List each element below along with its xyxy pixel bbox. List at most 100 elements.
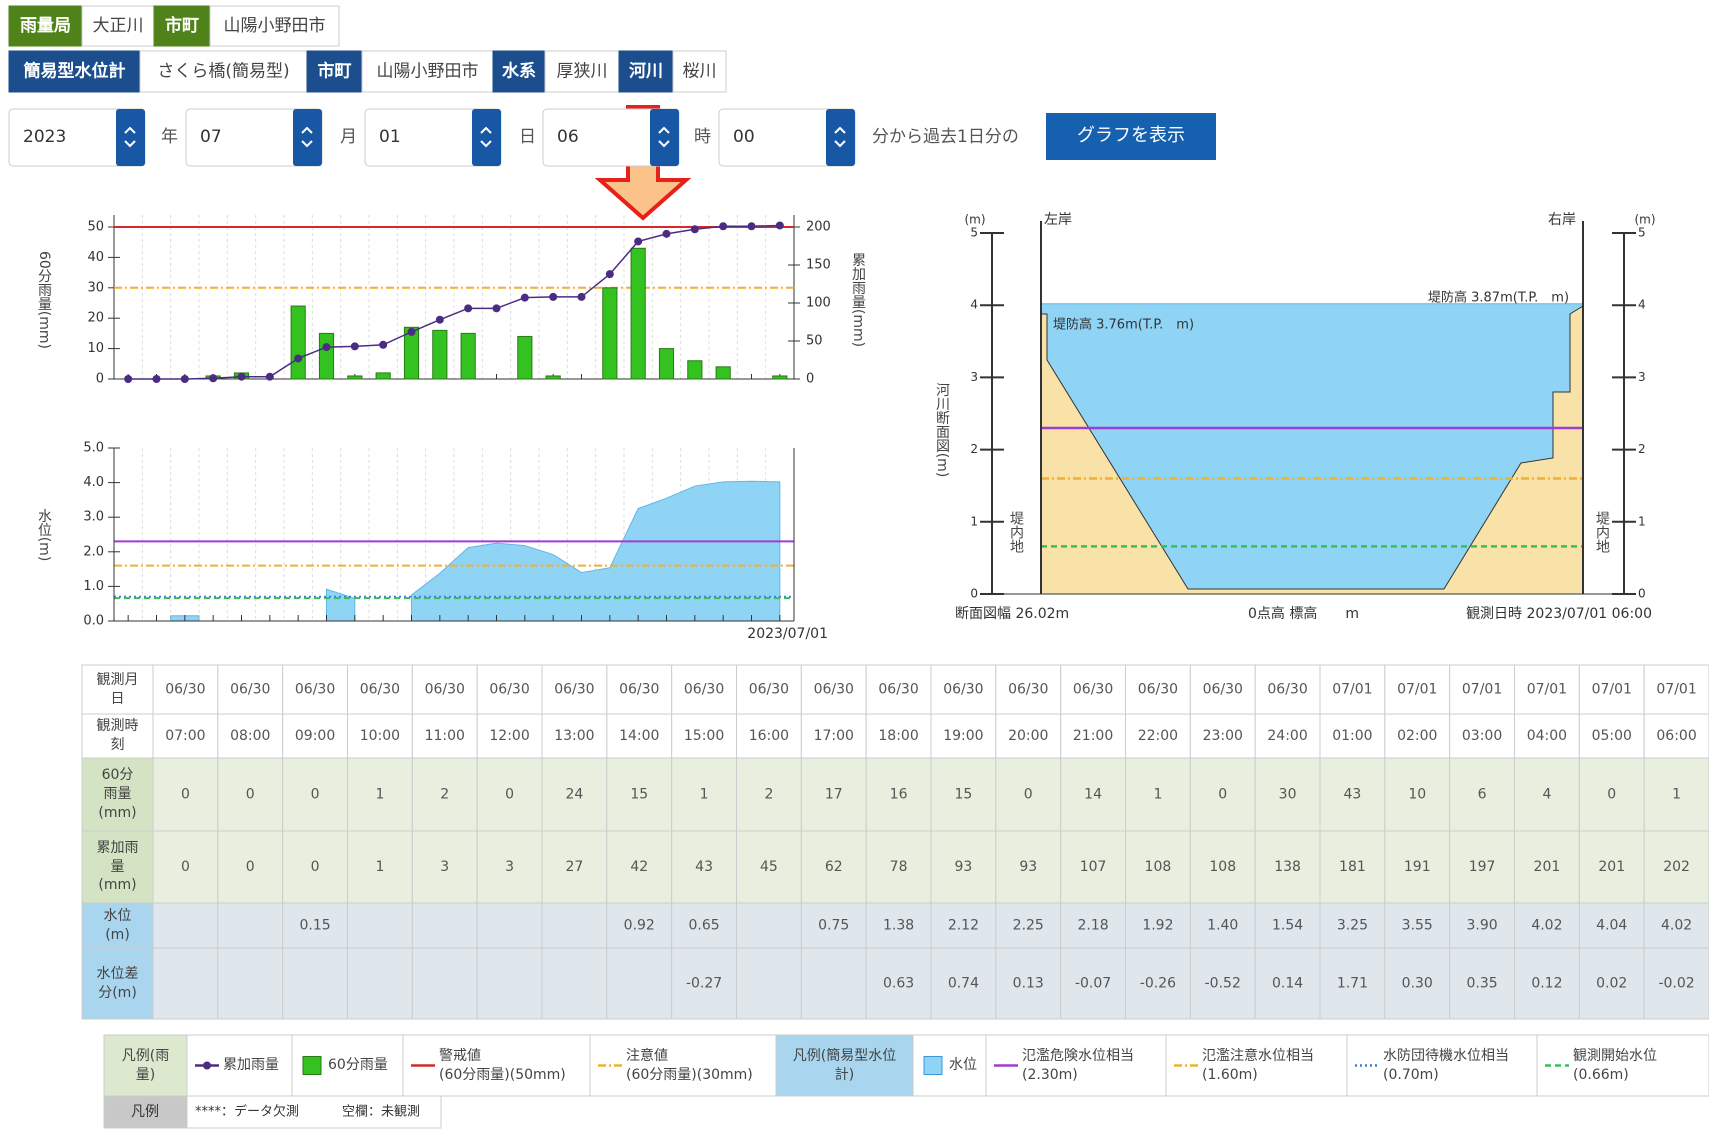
cell-text: 07/01	[1656, 682, 1696, 698]
cell	[800, 947, 867, 1020]
cell-text: 06/30	[295, 682, 335, 698]
cell	[1578, 902, 1645, 949]
tab[interactable]	[81, 5, 155, 47]
cell	[736, 902, 802, 949]
y-tick-label: 50	[87, 220, 104, 235]
cell	[347, 947, 413, 1020]
cell	[1060, 830, 1126, 904]
chevron	[834, 126, 846, 148]
cell	[347, 757, 413, 832]
legend-cell	[775, 1034, 914, 1097]
cell	[606, 947, 673, 1020]
legend-label: 水防団待機水位相当	[1383, 1047, 1509, 1064]
tab[interactable]	[544, 50, 620, 93]
legend-note-title: 凡例	[131, 1104, 159, 1120]
cell	[1189, 713, 1256, 759]
cell	[1060, 902, 1126, 949]
cell	[1319, 947, 1386, 1020]
left-bank: 左岸	[1044, 212, 1072, 228]
cell	[1060, 713, 1126, 759]
cell-text: 15	[630, 787, 648, 803]
unit-label-right: (m)	[1634, 213, 1655, 227]
cell	[671, 757, 738, 832]
select-value: 01	[379, 127, 401, 147]
cell	[1189, 757, 1256, 832]
cell	[1578, 830, 1645, 904]
axis-label: 60分雨量(mm)	[36, 251, 52, 349]
cell-text: 0.74	[948, 976, 979, 992]
cell	[476, 830, 543, 904]
marker	[549, 292, 558, 301]
cell-text: 1	[1672, 787, 1681, 803]
cell-text: 1	[375, 859, 384, 875]
cell	[1449, 830, 1515, 904]
cell	[1384, 713, 1451, 759]
y-tick-label: 2	[970, 442, 978, 456]
axis-label: 堤内地	[1008, 511, 1024, 553]
row-header: 観測時刻	[82, 714, 153, 758]
cell	[1578, 947, 1645, 1020]
cell	[995, 947, 1062, 1020]
cell-text: 11:00	[425, 728, 465, 744]
y2-tick-label: 100	[806, 296, 831, 311]
y-tick-label: 1.0	[83, 579, 104, 594]
cell	[606, 830, 673, 904]
select-handle	[116, 109, 145, 166]
legend-text: 氾濫注意水位相当 (1.60m)	[1202, 1035, 1345, 1096]
marker	[634, 237, 643, 246]
y-tick-label: 0.0	[83, 614, 104, 629]
cell	[800, 902, 867, 949]
tab[interactable]	[361, 50, 494, 93]
tab[interactable]	[672, 50, 727, 93]
y-tick-label: 0	[96, 372, 104, 387]
header-cell	[81, 830, 154, 904]
tab[interactable]	[492, 50, 546, 93]
cell-text: 2.18	[1077, 918, 1108, 934]
marker	[350, 342, 359, 351]
cell	[865, 902, 932, 949]
cell	[1189, 664, 1256, 715]
marker	[520, 293, 529, 302]
legend-text-box: 警戒値 (60分雨量)(50mm)	[439, 1048, 566, 1083]
cell	[1643, 664, 1709, 715]
header-cell	[81, 713, 154, 759]
cell	[1189, 830, 1256, 904]
tab[interactable]	[618, 50, 674, 93]
tab[interactable]	[8, 5, 83, 47]
marker	[379, 340, 388, 349]
zero-label: 0点高 標高 m	[1248, 605, 1359, 622]
cell	[347, 830, 413, 904]
time-label: 観測日時 2023/07/01 06:00	[1466, 605, 1652, 622]
cell	[476, 713, 543, 759]
cell	[1384, 947, 1451, 1020]
cell-text: 18:00	[878, 728, 918, 744]
cell	[930, 830, 997, 904]
cell	[671, 664, 738, 715]
tab[interactable]	[153, 5, 211, 47]
y-tick-label: 10	[87, 341, 104, 356]
legend-text: 累加雨量	[223, 1035, 290, 1096]
axis-label: 累加雨量(mm)	[850, 253, 866, 347]
cell-text: 14	[1084, 787, 1102, 803]
cell-text: 3.25	[1337, 918, 1368, 934]
tab[interactable]	[139, 50, 308, 93]
y-tick-label: 2.0	[83, 544, 104, 559]
tab[interactable]	[306, 50, 363, 93]
cell-text: -0.27	[686, 976, 722, 992]
select-value: 06	[557, 127, 579, 147]
cell	[411, 947, 478, 1020]
show-graph-button[interactable]	[1046, 113, 1216, 160]
cell	[476, 664, 543, 715]
cell-text: 93	[1019, 859, 1037, 875]
cell-text: 06/30	[878, 682, 918, 698]
tab[interactable]	[209, 5, 340, 47]
cell-text: 0.65	[688, 918, 719, 934]
cell-text: 0	[311, 859, 320, 875]
marker	[492, 304, 501, 313]
marker	[690, 225, 699, 234]
legend-label: (60分雨量)(50mm)	[439, 1066, 566, 1083]
bar	[517, 335, 533, 380]
legend-label: 累加雨量	[223, 1057, 279, 1074]
cell-text: 06/30	[1008, 682, 1048, 698]
cell	[1643, 713, 1709, 759]
